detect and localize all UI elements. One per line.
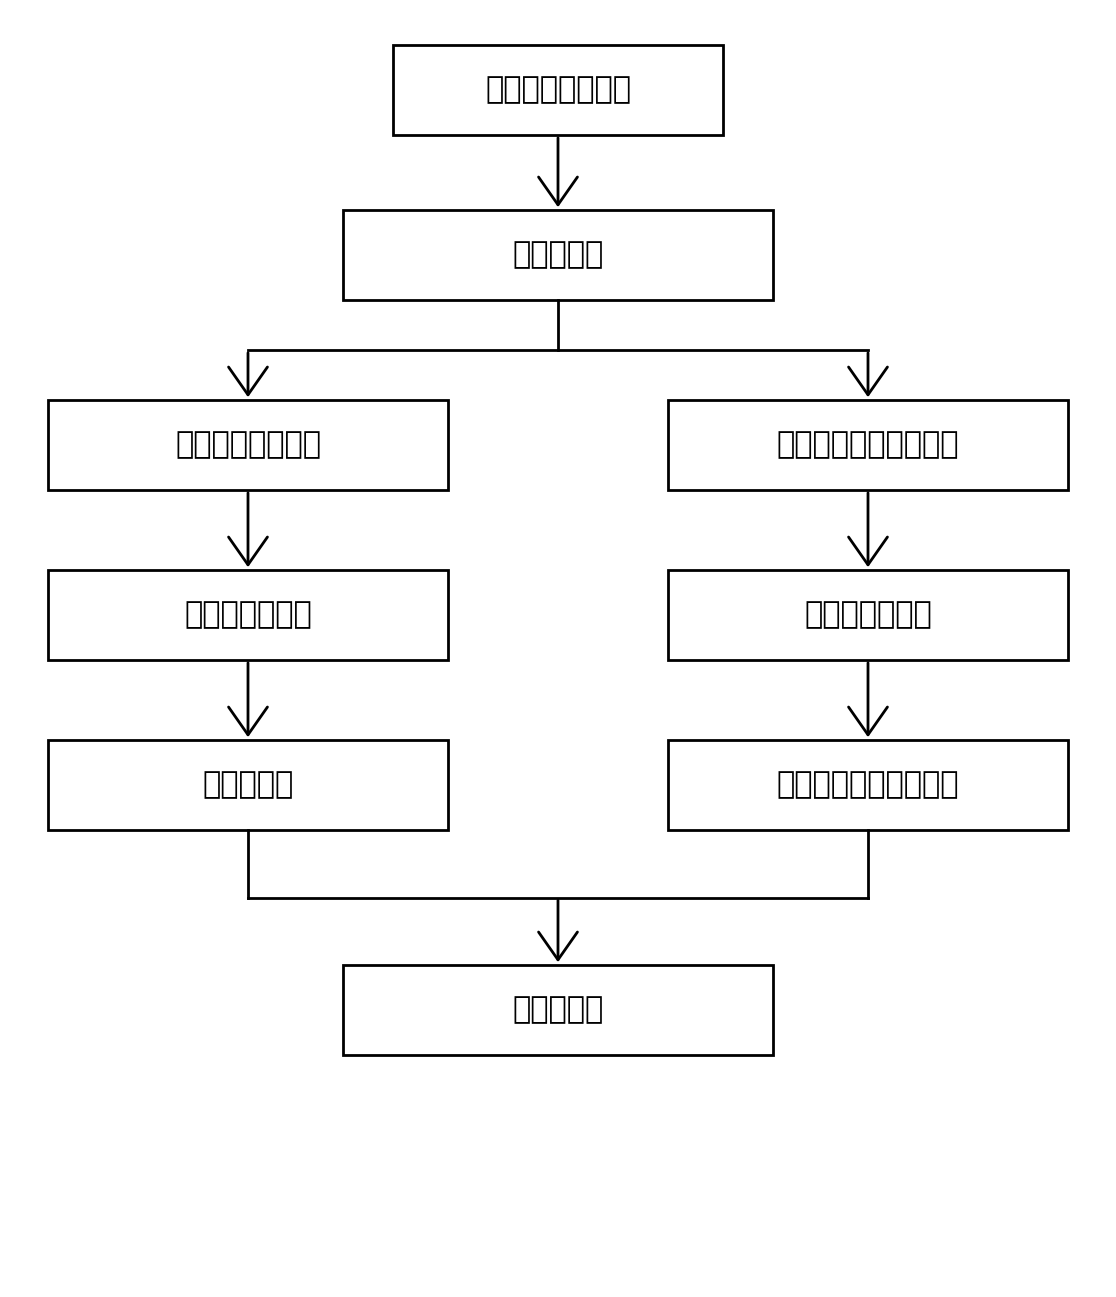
Bar — [668, 399, 1068, 490]
Bar — [343, 210, 773, 300]
Text: 弓以上接触线图像: 弓以上接触线图像 — [175, 431, 321, 459]
Bar — [48, 399, 448, 490]
Bar — [343, 965, 773, 1054]
Text: 弓模板匹配: 弓模板匹配 — [512, 240, 604, 270]
Text: 接触点检测: 接触点检测 — [512, 996, 604, 1025]
Text: 受电弓增强图像: 受电弓增强图像 — [805, 601, 932, 629]
Bar — [48, 569, 448, 660]
Text: 接触线增强图像: 接触线增强图像 — [184, 601, 311, 629]
Bar — [668, 569, 1068, 660]
Bar — [393, 45, 723, 135]
Bar — [48, 741, 448, 830]
Text: 受电弓碳滑板轮廓点集: 受电弓碳滑板轮廓点集 — [777, 770, 960, 799]
Text: 受电弓感兴趣区域图像: 受电弓感兴趣区域图像 — [777, 431, 960, 459]
Bar — [668, 741, 1068, 830]
Text: 接触线点集: 接触线点集 — [202, 770, 294, 799]
Text: 单目红外原始图像: 单目红外原始图像 — [485, 75, 631, 105]
